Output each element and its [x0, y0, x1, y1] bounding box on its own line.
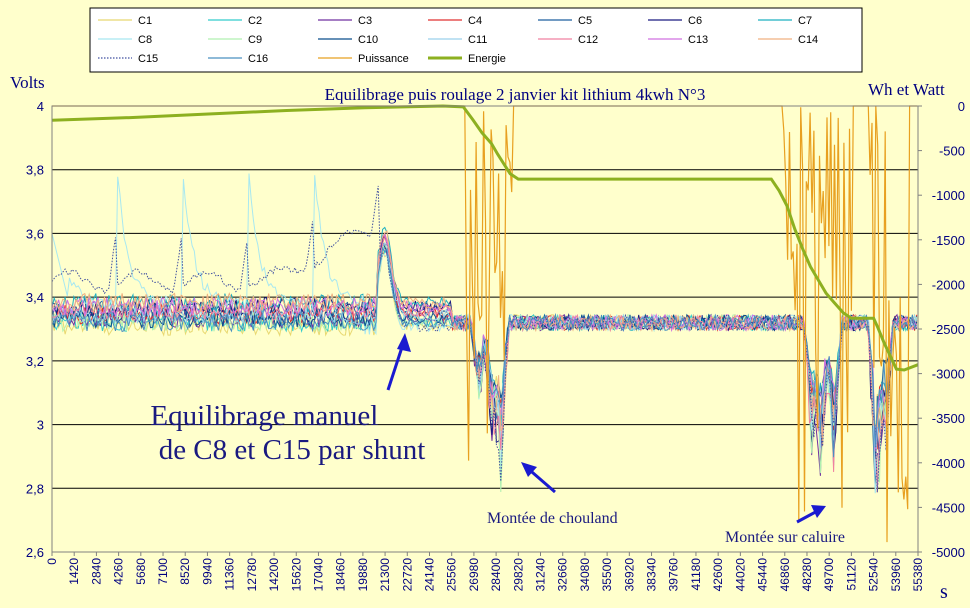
- x-tick-label: 44020: [733, 558, 747, 592]
- arrow-caluire-head: [811, 505, 826, 518]
- chart-title: Equilibrage puis roulage 2 janvier kit l…: [325, 85, 706, 104]
- x-tick-label: 17040: [311, 558, 325, 592]
- y-tick-label-right: -4500: [932, 500, 965, 515]
- x-tick-label: 49700: [822, 558, 836, 592]
- legend-label: C4: [468, 15, 482, 27]
- x-tick-label: 29820: [511, 558, 525, 592]
- x-tick-label: 42600: [711, 558, 725, 592]
- x-tick-label: 25560: [445, 558, 459, 592]
- y-tick-label-left: 4: [37, 99, 44, 114]
- legend-label: C15: [138, 53, 158, 65]
- arrow-chouland-head: [521, 462, 537, 477]
- x-tick-label: 21300: [378, 558, 392, 592]
- annotation-chouland: Montée de chouland: [487, 510, 618, 527]
- x-tick-label: 12780: [245, 558, 259, 592]
- x-tick-label: 51120: [844, 558, 858, 591]
- legend-label: C7: [798, 15, 812, 27]
- x-tick-label: 24140: [422, 558, 436, 592]
- y-tick-label-right: -1000: [932, 188, 965, 203]
- x-tick-label: 4260: [112, 558, 126, 585]
- legend-label: C12: [578, 34, 598, 46]
- x-tick-label: 35500: [600, 558, 614, 592]
- x-tick-label: 2840: [89, 558, 103, 585]
- x-tick-label: 31240: [534, 558, 548, 592]
- y-tick-label-right: -1500: [932, 233, 965, 248]
- y-tick-label-left: 3: [37, 418, 44, 433]
- x-tick-label: 46860: [778, 558, 792, 592]
- legend-label: C6: [688, 15, 702, 27]
- y-tick-label-left: 3,4: [26, 290, 44, 305]
- y-tick-label-right: -5000: [932, 545, 965, 560]
- y-tick-label-left: 3,2: [26, 354, 44, 369]
- x-tick-label: 0: [45, 558, 59, 565]
- x-tick-label: 14200: [267, 558, 281, 592]
- x-tick-label: 53960: [889, 558, 903, 592]
- x-tick-label: 15620: [289, 558, 303, 592]
- legend-label: C5: [578, 15, 592, 27]
- legend-label: C2: [248, 15, 262, 27]
- y-tick-label-left: 3,8: [26, 163, 44, 178]
- x-tick-label: 55380: [911, 558, 925, 592]
- y-tick-label-right: -2500: [932, 322, 965, 337]
- legend-box: [89, 7, 863, 73]
- annotation-caluire: Montée sur caluire: [725, 529, 845, 546]
- legend-label: Puissance: [358, 53, 409, 65]
- x-tick-label: 26980: [467, 558, 481, 592]
- annotation-arrows: [386, 333, 826, 524]
- x-tick-label: 22720: [400, 558, 414, 592]
- legend-label: Energie: [468, 53, 506, 65]
- voltage-line-c13: [51, 233, 918, 451]
- x-tick-label: 8520: [178, 558, 192, 585]
- legend-label: C9: [248, 34, 262, 46]
- y-tick-label-right: -3500: [932, 411, 965, 426]
- y-tick-label-right: -2000: [932, 277, 965, 292]
- legend-label: C3: [358, 15, 372, 27]
- x-tick-label: 48280: [800, 558, 814, 592]
- legend-label: C8: [138, 34, 152, 46]
- left-axis-title: Volts: [10, 73, 45, 92]
- x-tick-label: 1420: [67, 558, 81, 585]
- x-tick-label: 45440: [756, 558, 770, 592]
- x-tick-label: 41180: [689, 558, 703, 591]
- y-tick-label-right: 0: [958, 99, 965, 114]
- x-tick-label: 7100: [156, 558, 170, 585]
- legend-label: C1: [138, 15, 152, 27]
- legend-label: C11: [468, 34, 487, 46]
- legend-label: C10: [358, 34, 378, 46]
- x-tick-label: 18460: [334, 558, 348, 592]
- x-tick-label: 19880: [356, 558, 370, 592]
- y-tick-label-left: 3,6: [26, 226, 44, 241]
- x-tick-label: 52540: [867, 558, 881, 592]
- voltage-line-c16: [51, 246, 918, 458]
- energy-line: [51, 104, 919, 372]
- x-tick-label: 39760: [667, 558, 681, 592]
- x-tick-label: 9940: [200, 558, 214, 585]
- y-tick-label-right: -3000: [932, 367, 965, 382]
- x-tick-label: 38340: [645, 558, 659, 592]
- legend-label: C14: [798, 34, 818, 46]
- y-tick-label-right: -4000: [932, 456, 965, 471]
- right-axis-title: Wh et Watt: [868, 80, 945, 99]
- x-tick-label: 11360: [223, 558, 237, 591]
- arrow-balancing-head: [397, 333, 411, 352]
- x-tick-label: 5680: [134, 558, 148, 585]
- y-tick-label-right: -500: [939, 144, 965, 159]
- x-tick-label: 34080: [578, 558, 592, 592]
- y-tick-label-left: 2,6: [26, 545, 44, 560]
- x-tick-label: 28400: [489, 558, 503, 592]
- annotation-balancing: Equilibrage manuel de C8 et C15 par shun…: [150, 400, 425, 466]
- legend-label: C13: [688, 34, 708, 46]
- voltage-line-c15: [51, 185, 918, 493]
- x-tick-label: 32660: [556, 558, 570, 592]
- y-tick-label-left: 2,8: [26, 481, 44, 496]
- x-axis-title: s: [940, 581, 948, 603]
- x-tick-label: 36920: [622, 558, 636, 592]
- legend-label: C16: [248, 53, 268, 65]
